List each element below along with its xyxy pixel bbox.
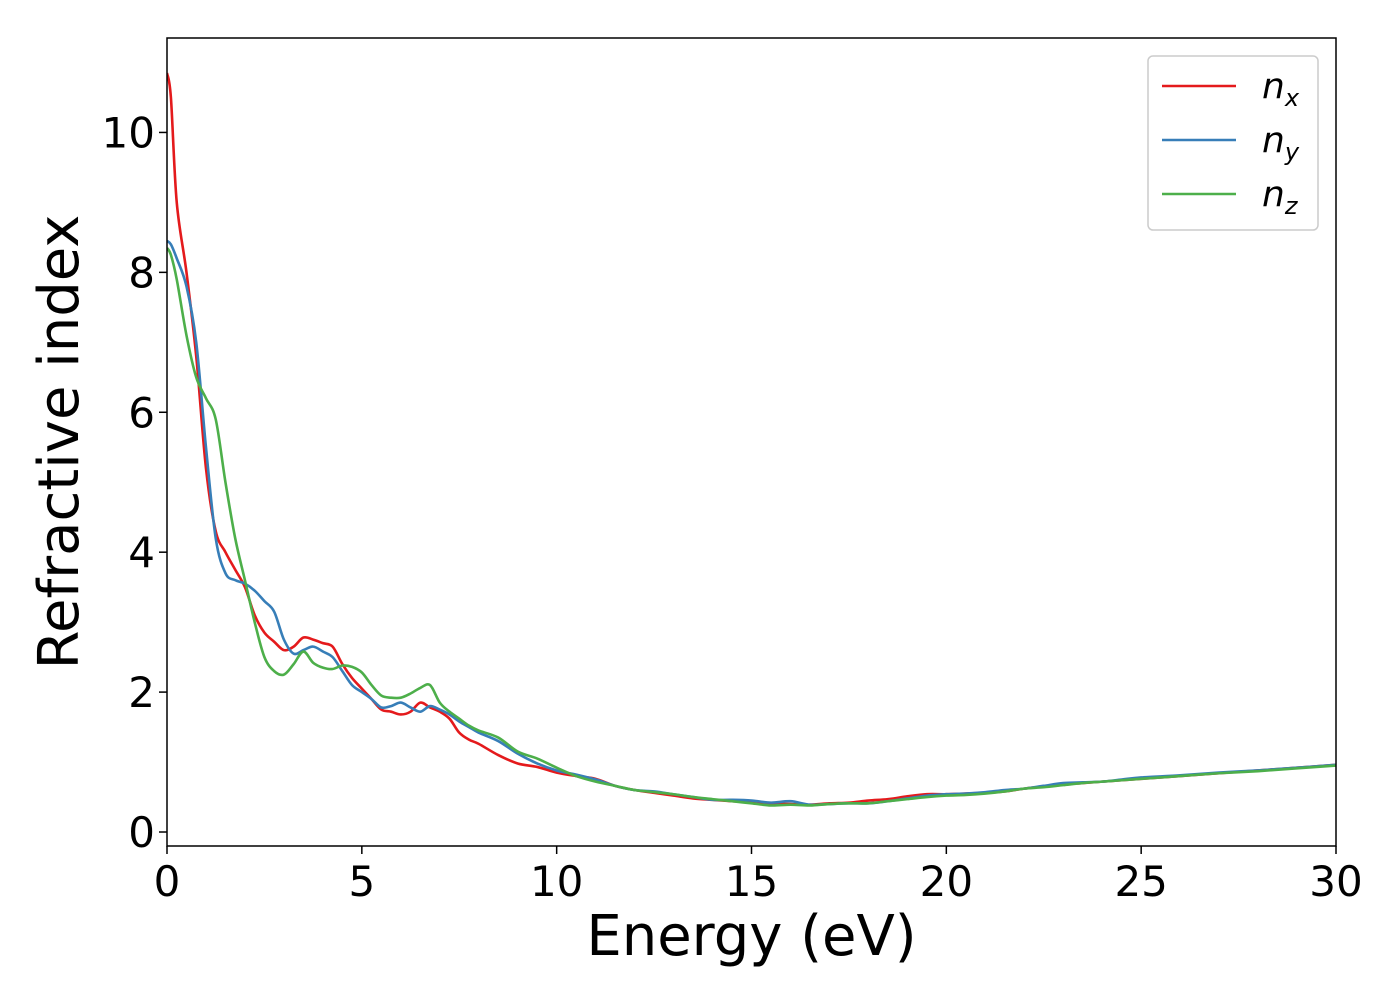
x-axis-ticks: 0 5 10 15 20 25 30	[154, 846, 1363, 906]
legend-label-main: n	[1262, 174, 1285, 215]
x-tick-label: 15	[725, 857, 778, 906]
y-tick-label: 0	[128, 808, 155, 857]
legend-label-main: n	[1262, 120, 1285, 161]
y-axis-ticks: 0 2 4 6 8 10	[102, 108, 167, 857]
x-tick-label: 25	[1114, 857, 1167, 906]
legend-item-ny: ny	[1162, 120, 1300, 166]
y-tick-label: 2	[128, 668, 155, 717]
x-tick-label: 0	[154, 857, 181, 906]
legend-label-sub: x	[1284, 84, 1300, 112]
y-tick-label: 4	[128, 528, 155, 577]
y-tick-label: 6	[128, 388, 155, 437]
legend-box	[1147, 55, 1319, 231]
legend-label: nz	[1262, 174, 1299, 220]
y-tick-label: 8	[128, 248, 155, 297]
legend-label: ny	[1262, 120, 1300, 166]
x-tick-label: 30	[1309, 857, 1362, 906]
x-tick-label: 5	[348, 857, 375, 906]
x-tick-label: 20	[920, 857, 973, 906]
legend-label: nx	[1262, 66, 1300, 112]
legend-item-nz: nz	[1162, 174, 1299, 220]
legend-label-sub: z	[1284, 192, 1299, 220]
y-tick-label: 10	[102, 108, 155, 157]
legend-item-nx: nx	[1162, 66, 1300, 112]
series-line-nz	[167, 247, 1336, 807]
series-layer	[167, 72, 1336, 807]
y-axis-title: Refractive index	[27, 215, 92, 670]
x-axis-title: Energy (eV)	[586, 904, 916, 969]
legend-label-main: n	[1262, 66, 1285, 107]
series-line-ny	[167, 239, 1336, 807]
legend-label-sub: y	[1284, 138, 1300, 166]
x-tick-label: 10	[530, 857, 583, 906]
